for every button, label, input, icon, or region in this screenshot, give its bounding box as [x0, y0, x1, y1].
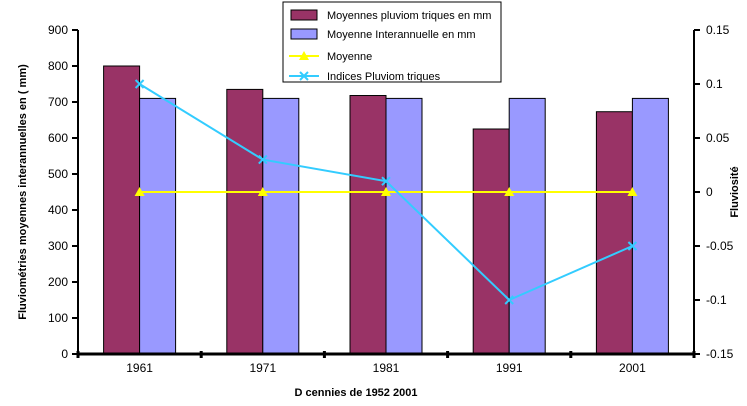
bar-1-1971 [226, 88, 264, 355]
y-axis-title: Fluviométries moyennes interannuelles en… [17, 64, 29, 320]
legend-label-4: Indices Pluviom triques [327, 71, 441, 83]
bar-1-2001 [595, 111, 633, 355]
bar-2-2001 [631, 97, 669, 355]
bar-1-1961 [103, 65, 141, 355]
y-tick-label-900: 900 [48, 23, 68, 37]
legend-box [282, 1, 502, 83]
y-tick-label-800: 800 [48, 59, 68, 73]
point-2-2001-b [627, 241, 638, 251]
point-2-1961-b [134, 79, 145, 89]
y-tick-label-600: 600 [48, 131, 68, 145]
bar-2-1961 [139, 97, 177, 355]
legend-label-1: Moyennes pluviom triques en mm [327, 10, 491, 22]
bars-layer [103, 65, 669, 355]
legend-label-2: Moyenne Interannuelle en mm [327, 29, 476, 41]
y2-tick-label-4: 0.05 [706, 131, 730, 145]
point-1-1991 [504, 187, 515, 196]
point-1-2001 [627, 187, 638, 196]
point-2-1981-b [381, 176, 391, 186]
y-tick-label-400: 400 [48, 203, 68, 217]
bar-1-1991 [472, 128, 510, 355]
y2-tick-label-5: 0.1 [706, 77, 723, 91]
point-2-1971-b [258, 154, 268, 165]
y-tick-label-200: 200 [48, 275, 68, 289]
y-tick-label-100: 100 [48, 311, 68, 325]
y-tick-label-700: 700 [48, 95, 68, 109]
x-tick-label-1991: 1991 [496, 361, 523, 375]
bar-2-1971 [262, 97, 300, 355]
y-tick-label-300: 300 [48, 239, 68, 253]
bar-2-1991 [508, 97, 546, 355]
legend-swatch-2 [290, 28, 318, 40]
x-tick-label-2001: 2001 [619, 361, 646, 375]
point-1-1971 [257, 187, 268, 196]
legend: Moyennes pluviom triques en mm Moyenne In… [282, 1, 502, 83]
point-2-1991-b [504, 295, 514, 305]
point-2-2001 [627, 241, 638, 251]
y2-tick-label-1: -0.1 [706, 293, 727, 307]
legend-marker-4 [299, 71, 309, 81]
point-1-1961 [134, 187, 145, 196]
legend-marker-4-b [299, 71, 309, 81]
x-axis-title: D cennies de 1952 2001 [295, 387, 418, 399]
point-2-1971 [258, 154, 268, 165]
x-tick-label-1981: 1981 [373, 361, 400, 375]
point-2-1981 [381, 176, 391, 186]
x-tick-label-1971: 1971 [249, 361, 276, 375]
legend-swatch-1 [290, 9, 318, 21]
y2-tick-label-3: 0 [706, 185, 713, 199]
bar-2-1981 [385, 97, 423, 355]
point-2-1991 [504, 295, 514, 305]
y-tick-label-500: 500 [48, 167, 68, 181]
y-tick-label-0: 0 [61, 347, 68, 361]
y2-tick-label-6: 0.15 [706, 23, 730, 37]
point-1-1981 [381, 187, 391, 196]
x-tick-label-1961: 1961 [126, 361, 153, 375]
legend-marker-3 [299, 51, 309, 60]
y2-tick-label-0: -0.15 [706, 347, 734, 361]
y2-axis-title: Fluviosité [729, 166, 741, 217]
axes-layer: 0 100 200 300 400 500 600 700 800 900 -0.15 -0.1 -0.… [17, 23, 741, 399]
point-2-1961 [134, 79, 145, 89]
y2-tick-label-2: -0.05 [706, 239, 734, 253]
bar-1-1981 [349, 95, 387, 355]
legend-label-3: Moyenne [327, 51, 372, 63]
lines-layer [134, 79, 638, 305]
